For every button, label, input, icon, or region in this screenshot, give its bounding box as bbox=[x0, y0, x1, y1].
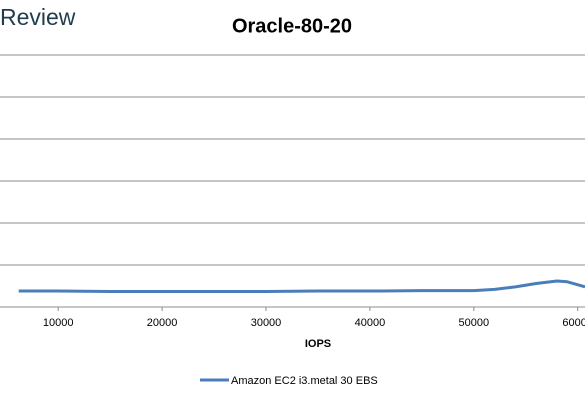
logo-text: Review bbox=[0, 4, 76, 30]
x-tick-label: 10000 bbox=[43, 317, 74, 329]
data-line bbox=[18, 279, 585, 293]
x-tick-label: 20000 bbox=[147, 317, 178, 329]
chart-title: Oracle-80-20 bbox=[232, 15, 352, 37]
legend-label: Amazon EC2 i3.metal 30 EBS bbox=[231, 375, 378, 387]
x-tick-label: 60000 bbox=[562, 317, 585, 329]
x-axis-label: IOPS bbox=[305, 338, 331, 350]
x-tick-label: 50000 bbox=[459, 317, 490, 329]
x-tick-label: 40000 bbox=[355, 317, 386, 329]
x-tick-label: 30000 bbox=[251, 317, 282, 329]
